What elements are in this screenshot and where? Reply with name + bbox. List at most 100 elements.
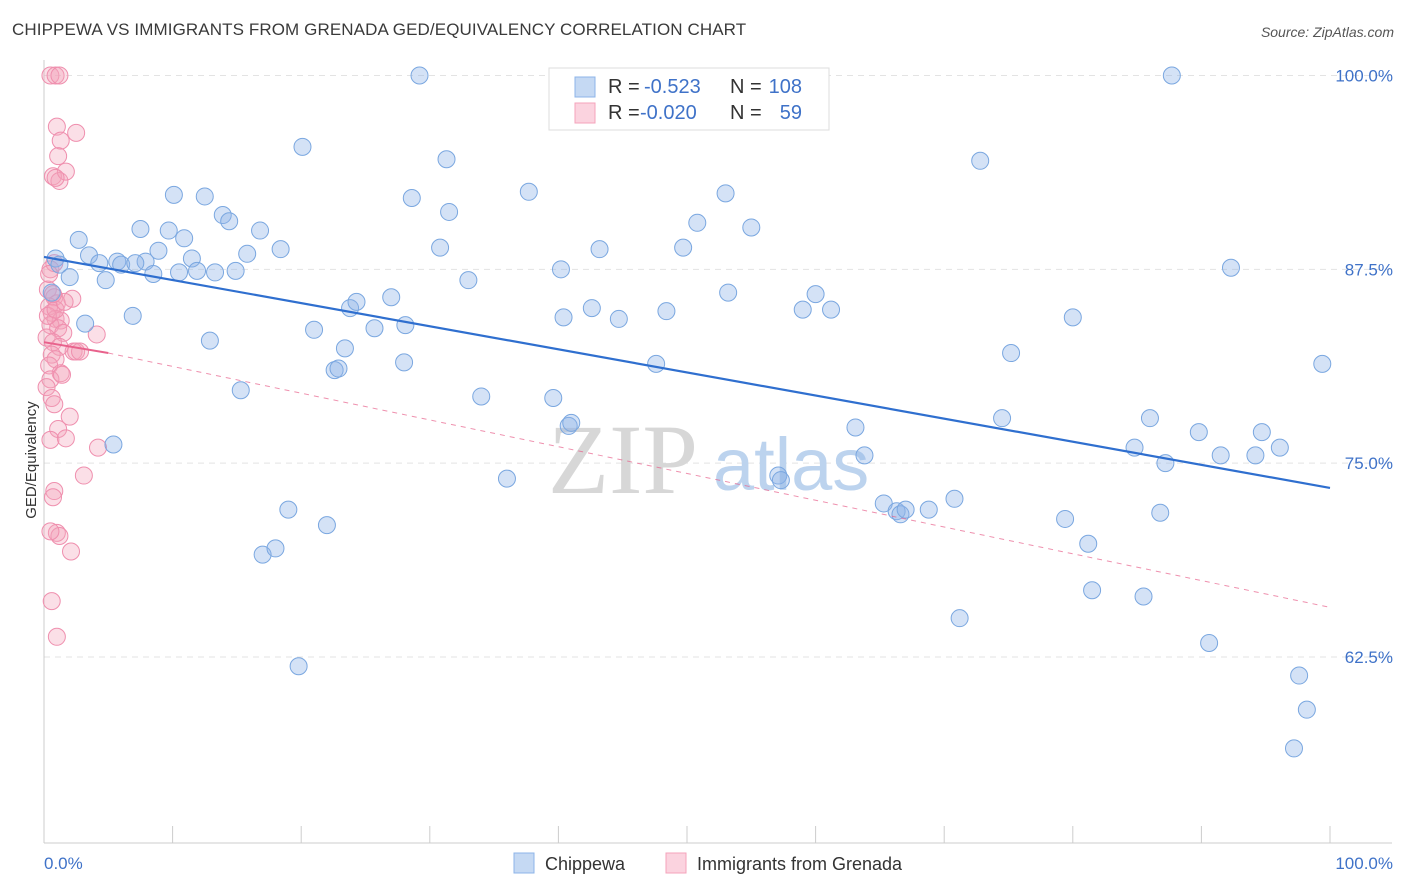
chippewa-point bbox=[231, 381, 250, 400]
grenada-point bbox=[41, 522, 60, 541]
series-chippewa-points bbox=[42, 66, 1332, 758]
legend-r-value-grenada: -0.020 bbox=[640, 102, 697, 124]
chippewa-point bbox=[1083, 581, 1102, 600]
chippewa-point bbox=[144, 264, 163, 283]
chippewa-point bbox=[793, 300, 812, 319]
chippewa-point bbox=[96, 271, 115, 290]
chippewa-point bbox=[1140, 409, 1159, 428]
legend-r-label-2: R = bbox=[608, 102, 640, 124]
chippewa-point bbox=[1002, 344, 1021, 363]
chippewa-point bbox=[950, 609, 969, 628]
chippewa-point bbox=[164, 185, 183, 204]
chippewa-point bbox=[188, 261, 207, 280]
x-tick-label: 100.0% bbox=[1335, 854, 1393, 873]
grenada-trend-line bbox=[43, 341, 109, 355]
chippewa-point bbox=[200, 331, 219, 350]
grenada-point bbox=[74, 466, 93, 485]
chippewa-point bbox=[440, 202, 459, 221]
chippewa-point bbox=[123, 306, 142, 325]
grenada-point bbox=[46, 168, 65, 187]
chippewa-point bbox=[1162, 66, 1181, 85]
y-tick-label: 87.5% bbox=[1345, 260, 1393, 279]
chippewa-point bbox=[317, 516, 336, 535]
chippewa-point bbox=[289, 657, 308, 676]
chippewa-point bbox=[562, 413, 581, 432]
grenada-point bbox=[50, 66, 69, 85]
chippewa-point bbox=[305, 320, 324, 339]
legend-swatch-chippewa bbox=[574, 76, 596, 98]
chippewa-point bbox=[1056, 509, 1075, 528]
axes bbox=[43, 60, 1392, 844]
grenada-point bbox=[56, 429, 75, 448]
chippewa-point bbox=[266, 539, 285, 558]
watermark-zip: ZIP bbox=[548, 404, 698, 515]
y-axis-label: GED/Equivalency bbox=[23, 401, 40, 519]
chippewa-point bbox=[271, 240, 290, 259]
chippewa-point bbox=[60, 268, 79, 287]
grenada-point bbox=[47, 117, 66, 136]
chippewa-point bbox=[402, 188, 421, 207]
y-tick-label: 75.0% bbox=[1345, 454, 1393, 473]
chippewa-trend-line bbox=[43, 255, 1331, 490]
source-label: Source: ZipAtlas.com bbox=[1260, 24, 1394, 40]
chippewa-point bbox=[279, 500, 298, 519]
chippewa-point bbox=[410, 66, 429, 85]
grenada-point bbox=[67, 123, 86, 142]
x-tick-labels: 0.0% 100.0% bbox=[44, 854, 1393, 873]
chippewa-point bbox=[688, 213, 707, 232]
grenada-point bbox=[54, 323, 73, 342]
chippewa-point bbox=[1211, 446, 1230, 465]
grenada-point bbox=[71, 342, 90, 361]
chippewa-point bbox=[582, 299, 601, 318]
chippewa-point bbox=[159, 221, 178, 240]
chippewa-point bbox=[822, 300, 841, 319]
trend-lines bbox=[43, 255, 1331, 608]
chippewa-point bbox=[1151, 503, 1170, 522]
grenada-point bbox=[89, 438, 108, 457]
bottom-legend-chippewa: Chippewa bbox=[545, 854, 626, 874]
grenada-point bbox=[45, 482, 64, 501]
chippewa-point bbox=[251, 221, 270, 240]
chippewa-point bbox=[396, 316, 415, 335]
chippewa-point bbox=[395, 353, 414, 372]
y-tick-label: 100.0% bbox=[1335, 67, 1393, 86]
chippewa-point bbox=[76, 314, 95, 333]
chippewa-point bbox=[126, 254, 145, 273]
chippewa-point bbox=[769, 466, 788, 485]
chippewa-point bbox=[335, 339, 354, 358]
chippewa-point bbox=[149, 241, 168, 260]
chippewa-point bbox=[896, 500, 915, 519]
chippewa-point bbox=[1134, 587, 1153, 606]
chippewa-point bbox=[719, 283, 738, 302]
chippewa-point bbox=[1252, 423, 1271, 442]
chippewa-point bbox=[1189, 423, 1208, 442]
bottom-legend: Chippewa Immigrants from Grenada bbox=[513, 852, 903, 874]
grenada-point bbox=[41, 66, 60, 85]
chippewa-point bbox=[195, 187, 214, 206]
chippewa-point bbox=[459, 271, 478, 290]
grenada-point bbox=[47, 627, 66, 646]
chippewa-point bbox=[657, 302, 676, 321]
chippewa-point bbox=[1313, 354, 1332, 373]
chippewa-point bbox=[559, 416, 578, 435]
grenada-point bbox=[60, 407, 79, 426]
grenada-point bbox=[44, 488, 63, 507]
grenada-point bbox=[42, 592, 61, 611]
chippewa-point bbox=[365, 319, 384, 338]
chippewa-point bbox=[554, 308, 573, 327]
legend-n-value-chippewa: 108 bbox=[769, 76, 802, 98]
grenada-point bbox=[50, 527, 69, 546]
chippewa-point bbox=[382, 288, 401, 307]
legend-r-label-1: R = bbox=[608, 76, 640, 98]
chippewa-point bbox=[919, 500, 938, 519]
chippewa-point bbox=[1063, 308, 1082, 327]
chippewa-point bbox=[551, 260, 570, 279]
grenada-point bbox=[46, 300, 65, 319]
chippewa-point bbox=[519, 182, 538, 201]
grenada-point bbox=[37, 378, 56, 397]
chippewa-point bbox=[855, 446, 874, 465]
grenada-point bbox=[51, 131, 70, 150]
chippewa-point bbox=[1246, 446, 1265, 465]
grenada-point bbox=[37, 328, 56, 347]
grenada-point bbox=[46, 66, 65, 85]
